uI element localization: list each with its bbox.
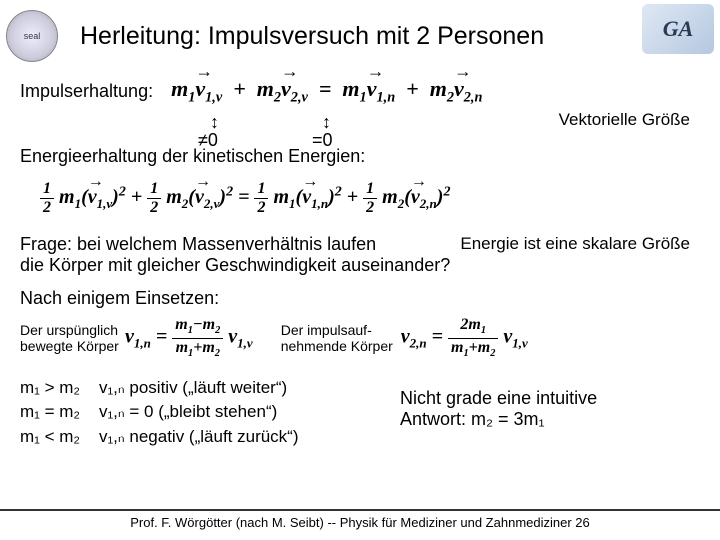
logo-right: GA <box>642 4 714 54</box>
energie-skalar-note: Energie ist eine skalare Größe <box>460 234 690 254</box>
answer-l2: Antwort: m₂ = 3m₁ <box>400 409 597 430</box>
case3-res: v₁,ₙ negativ („läuft zurück“) <box>99 427 299 446</box>
frage-row: Frage: bei welchem Massenverhältnis lauf… <box>20 234 700 276</box>
eq-m2b: m2 <box>430 76 454 101</box>
case1-res: v₁,ₙ positiv („läuft weiter“) <box>99 378 287 397</box>
urspr-l1: Der urspünglich <box>20 322 118 338</box>
impulserhaltung-row: Impulserhaltung: m1v1,v + m2v2,v = m1v1,… <box>20 76 700 106</box>
logo-left-alt: seal <box>24 31 41 41</box>
case-3: m₁ < m₂ v₁,ₙ negativ („läuft zurück“) <box>20 425 400 450</box>
impuls-equation: m1v1,v + m2v2,v = m1v1,n + m2v2,n <box>171 76 482 106</box>
v1n-equation: v1,n = m1−m2m1+m2 v1,v <box>125 317 253 359</box>
eq-half3: 12 <box>254 181 268 216</box>
answer-box: Nicht grade eine intuitive Antwort: m₂ =… <box>400 376 597 450</box>
logo-right-text: GA <box>663 16 694 42</box>
ne0-label: ≠0 <box>198 130 218 151</box>
eq-v2n: v <box>454 76 464 102</box>
answer-l1: Nicht grade eine intuitive <box>400 388 597 409</box>
urspr-label: Der urspünglich bewegte Körper <box>20 322 125 356</box>
case2-res: v₁,ₙ = 0 („bleibt stehen“) <box>99 402 277 421</box>
eq-m1b: m1 <box>342 76 366 101</box>
eq-v2v: v <box>281 76 291 102</box>
v2n-equation: v2,n = 2m1m1+m2 v1,v <box>401 317 528 359</box>
impulsauf-l2: nehmende Körper <box>281 338 393 354</box>
slide: seal GA Herleitung: Impulsversuch mit 2 … <box>0 0 720 540</box>
cases: m₁ > m₂ v₁,ₙ positiv („läuft weiter“) m₁… <box>20 376 400 450</box>
impulsauf-l1: Der impulsauf- <box>281 322 372 338</box>
eq-half1: 12 <box>40 181 54 216</box>
cases-row: m₁ > m₂ v₁,ₙ positiv („läuft weiter“) m₁… <box>20 376 700 450</box>
nach-einsetzen-label: Nach einigem Einsetzen: <box>20 288 700 309</box>
eq-m2: m2 <box>257 76 281 101</box>
eq0-label: =0 <box>312 130 333 151</box>
slide-title: Herleitung: Impulsversuch mit 2 Personen <box>80 22 544 51</box>
case-2: m₁ = m₂ v₁,ₙ = 0 („bleibt stehen“) <box>20 400 400 425</box>
eq-v1v: v <box>195 76 205 102</box>
eq-v1n: v <box>367 76 377 102</box>
footer: Prof. F. Wörgötter (nach M. Seibt) -- Ph… <box>0 509 720 530</box>
frage-line2: die Körper mit gleicher Geschwindigkeit … <box>20 255 700 276</box>
impulserhaltung-label: Impulserhaltung: <box>20 81 153 102</box>
energieerhaltung-label: Energieerhaltung der kinetischen Energie… <box>20 146 700 167</box>
case1-cond: m₁ > m₂ <box>20 378 80 397</box>
case-1: m₁ > m₂ v₁,ₙ positiv („läuft weiter“) <box>20 376 400 401</box>
impulsauf-label: Der impulsauf- nehmende Körper <box>281 322 401 356</box>
energie-equation: 12 m1(v1,v)2 + 12 m2(v2,v)2 = 12 m1(v1,n… <box>40 181 700 216</box>
result-equations: Der urspünglich bewegte Körper v1,n = m1… <box>20 317 700 359</box>
case2-cond: m₁ = m₂ <box>20 402 80 421</box>
logo-left: seal <box>6 10 58 62</box>
eq-m1: m1 <box>171 76 195 101</box>
case3-cond: m₁ < m₂ <box>20 427 80 446</box>
urspr-l2: bewegte Körper <box>20 338 119 354</box>
eq-half4: 12 <box>363 181 377 216</box>
eq-half2: 12 <box>147 181 161 216</box>
zero-annotations: ↕ ≠0 ↕ =0 <box>20 112 700 144</box>
content: Impulserhaltung: m1v1,v + m2v2,v = m1v1,… <box>20 72 700 450</box>
